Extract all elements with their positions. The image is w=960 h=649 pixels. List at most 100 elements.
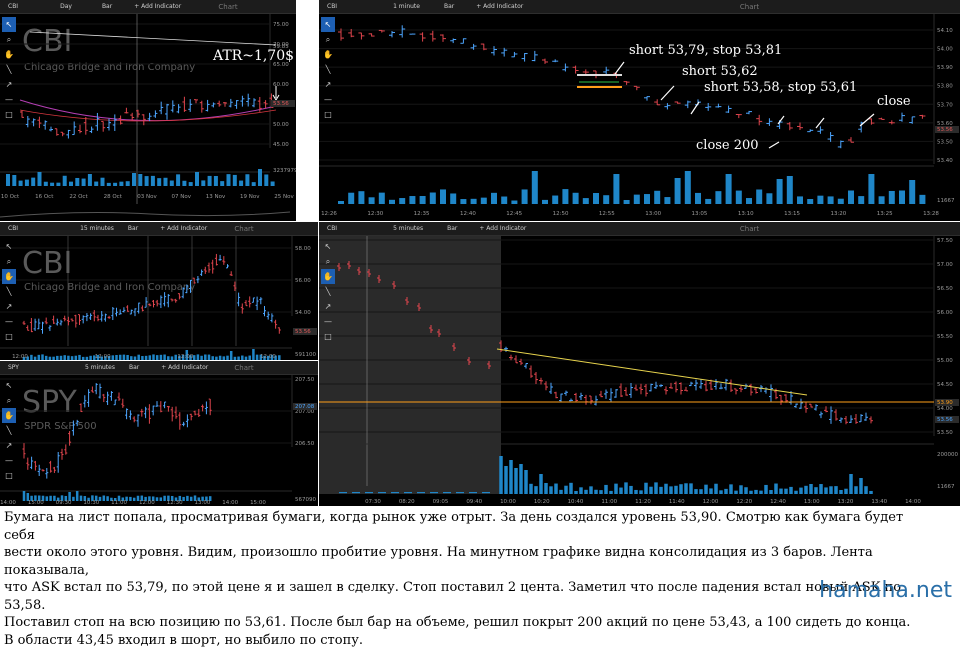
pointer-icon[interactable]: ↖ <box>2 17 16 32</box>
line-icon[interactable]: ╲ <box>2 423 16 438</box>
volume-bar <box>828 196 834 204</box>
volume-bar <box>80 496 83 501</box>
add-indicator-button[interactable]: + Add Indicator <box>161 364 208 371</box>
price-tick-label: 45.00 <box>273 142 289 148</box>
hline-icon[interactable]: — <box>321 92 335 107</box>
arrow-icon[interactable]: ↗ <box>2 299 16 314</box>
volume-bar <box>689 483 693 494</box>
fifteen-minute-chart-window[interactable]: CBI 15 minutes Bar + Add Indicator Chart… <box>0 222 318 360</box>
time-tick-label: 13:00 <box>195 500 211 506</box>
add-indicator-button[interactable]: + Add Indicator <box>479 225 526 232</box>
chart-type-selector[interactable]: Bar <box>129 364 139 371</box>
hand-icon[interactable]: ✋ <box>321 269 335 284</box>
volume-bar <box>23 491 26 501</box>
volume-bar <box>176 174 180 186</box>
volume-bar <box>695 193 701 204</box>
volume-bar <box>160 355 163 360</box>
time-tick-label: 13:05 <box>692 211 708 217</box>
price-tick-label: 50.00 <box>273 122 289 128</box>
one-minute-chart-window[interactable]: CBI 1 minute Bar + Add Indicator Chart 5… <box>319 0 960 221</box>
interval-selector[interactable]: 5 minutes <box>85 364 115 371</box>
hline-icon[interactable]: — <box>2 92 16 107</box>
zoom-icon[interactable]: ⌕ <box>2 254 16 269</box>
hand-icon[interactable]: ✋ <box>321 47 335 62</box>
pointer-icon[interactable]: ↖ <box>321 239 335 254</box>
interval-selector[interactable]: 15 minutes <box>80 225 114 232</box>
line-icon[interactable]: ╲ <box>321 62 335 77</box>
volume-label: 567090 <box>295 497 316 503</box>
interval-selector[interactable]: 1 minute <box>393 3 420 10</box>
volume-bar <box>509 460 513 494</box>
rect-icon[interactable]: □ <box>321 107 335 122</box>
volume-bar <box>245 357 248 360</box>
trend-line <box>30 32 276 45</box>
pointer-icon[interactable]: ↖ <box>321 17 335 32</box>
volume-bar <box>208 355 211 360</box>
line-icon[interactable]: ╲ <box>2 62 16 77</box>
five-minute-price-chart[interactable]: 57.5057.0056.5056.0055.5055.0054.5054.00… <box>319 236 960 506</box>
zoom-icon[interactable]: ⌕ <box>2 32 16 47</box>
rect-icon[interactable]: □ <box>321 329 335 344</box>
daily-chart-window[interactable]: CBI Day Bar + Add Indicator Chart CBI Ch… <box>0 0 296 221</box>
rect-icon[interactable]: □ <box>2 468 16 483</box>
hand-icon[interactable]: ✋ <box>2 269 16 284</box>
symbol-selector[interactable]: CBI <box>325 3 339 10</box>
date-tick-label: 16 Oct <box>35 194 54 200</box>
pointer-icon[interactable]: ↖ <box>2 378 16 393</box>
drawing-toolbar: ↖⌕✋╲↗—□ <box>321 239 335 344</box>
symbol-selector[interactable]: CBI <box>6 3 20 10</box>
line-icon[interactable]: ╲ <box>2 284 16 299</box>
hline-icon[interactable]: — <box>2 453 16 468</box>
volume-bar <box>113 183 117 186</box>
volume-bar <box>130 356 133 360</box>
chart-type-selector[interactable]: Bar <box>102 3 112 10</box>
volume-bar <box>784 489 788 494</box>
five-minute-chart-window[interactable]: CBI 5 minutes Bar + Add Indicator Chart … <box>319 222 960 506</box>
interval-selector[interactable]: Day <box>60 3 72 10</box>
add-indicator-button[interactable]: + Add Indicator <box>476 3 523 10</box>
price-tick-label: 54.50 <box>937 382 953 388</box>
add-indicator-button[interactable]: + Add Indicator <box>134 3 181 10</box>
volume-bar <box>469 492 477 493</box>
rect-icon[interactable]: □ <box>2 329 16 344</box>
chart-type-selector[interactable]: Bar <box>447 225 457 232</box>
volume-bar <box>504 466 508 494</box>
symbol-selector[interactable]: CBI <box>325 225 339 232</box>
volume-bar <box>609 491 613 494</box>
hline-icon[interactable]: — <box>2 314 16 329</box>
rect-icon[interactable]: □ <box>2 107 16 122</box>
arrow-icon[interactable]: ↗ <box>2 77 16 92</box>
volume-bar <box>522 189 528 204</box>
hand-icon[interactable]: ✋ <box>2 47 16 62</box>
volume-bar <box>797 196 803 204</box>
level-price-label: 53.90 <box>937 400 953 406</box>
add-indicator-button[interactable]: + Add Indicator <box>160 225 207 232</box>
zoom-icon[interactable]: ⌕ <box>2 393 16 408</box>
arrow-icon[interactable]: ↗ <box>2 438 16 453</box>
hline-icon[interactable]: — <box>321 314 335 329</box>
zoom-icon[interactable]: ⌕ <box>321 254 335 269</box>
volume-bar <box>252 182 256 186</box>
arrow-icon[interactable]: ↗ <box>321 77 335 92</box>
volume-bar <box>534 486 538 494</box>
volume-bar <box>338 201 344 204</box>
volume-bar <box>574 491 578 494</box>
volume-bar <box>86 357 89 360</box>
daily-price-chart[interactable]: 75.0070.0065.0060.0055.0050.0045.0059.85… <box>0 14 296 221</box>
chart-type-selector[interactable]: Bar <box>444 3 454 10</box>
volume-bar <box>584 490 588 494</box>
arrow-icon[interactable]: ↗ <box>321 299 335 314</box>
symbol-selector[interactable]: SPY <box>6 364 21 371</box>
symbol-selector[interactable]: CBI <box>6 225 20 232</box>
hand-icon[interactable]: ✋ <box>2 408 16 423</box>
volume-bar <box>777 179 783 204</box>
interval-selector[interactable]: 5 minutes <box>393 225 423 232</box>
chart-type-selector[interactable]: Bar <box>128 225 138 232</box>
line-icon[interactable]: ╲ <box>321 284 335 299</box>
volume-bar <box>389 200 395 204</box>
pointer-icon[interactable]: ↖ <box>2 239 16 254</box>
spy-chart-window[interactable]: SPY 5 minutes Bar + Add Indicator Chart … <box>0 361 318 506</box>
zoom-icon[interactable]: ⌕ <box>321 32 335 47</box>
